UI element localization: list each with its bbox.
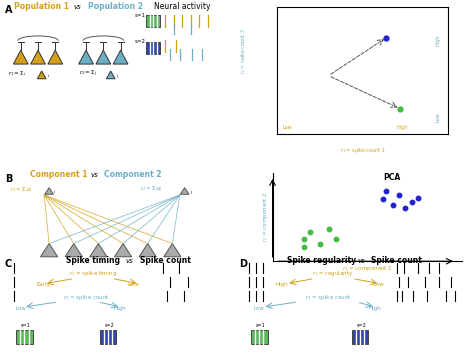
Bar [352,330,368,344]
Text: s=1: s=1 [255,323,265,328]
Text: $r_1 = \Sigma_i \alpha_i$: $r_1 = \Sigma_i \alpha_i$ [9,185,33,193]
Text: s=1: s=1 [21,323,30,328]
Text: i: i [47,74,48,78]
Text: High: High [114,306,127,311]
Polygon shape [31,50,46,64]
Bar [16,330,33,344]
Text: $r_1$ = regularity: $r_1$ = regularity [312,269,354,278]
Polygon shape [48,50,63,64]
Text: C: C [5,259,12,269]
Text: Low: Low [373,282,384,287]
Text: Spike regularity: Spike regularity [287,256,356,265]
Polygon shape [37,71,46,79]
Text: vs: vs [125,258,133,264]
Text: $r_2 = \Sigma_j$: $r_2 = \Sigma_j$ [79,69,97,79]
Text: i: i [54,190,55,194]
Text: Low: Low [435,113,440,122]
Text: Low: Low [283,125,292,130]
X-axis label: $r_1$ = component 1: $r_1$ = component 1 [342,264,393,273]
Text: High: High [435,35,440,46]
Text: $r_2 = \Sigma_j \alpha_j$: $r_2 = \Sigma_j \alpha_j$ [140,184,164,195]
Text: vs: vs [91,172,99,178]
Text: $r_2$ = spike count 2: $r_2$ = spike count 2 [239,28,247,73]
Polygon shape [139,244,156,257]
Text: B: B [5,174,12,184]
Polygon shape [45,188,54,194]
Text: $r_2$ = spike count: $r_2$ = spike count [63,293,109,302]
Polygon shape [65,244,82,257]
Text: $r_1 = \Sigma_i$: $r_1 = \Sigma_i$ [9,69,27,78]
Text: s=2: s=2 [104,323,114,328]
Text: Spike timing: Spike timing [66,256,120,265]
Text: j: j [190,190,191,194]
Text: Neural activity: Neural activity [154,2,210,11]
Polygon shape [113,50,128,64]
Text: s=2: s=2 [356,323,366,328]
Bar [100,330,116,344]
Text: High: High [397,125,408,130]
Text: PCA: PCA [383,173,401,182]
Text: Component 2: Component 2 [104,170,162,179]
Polygon shape [96,50,111,64]
Polygon shape [164,244,181,257]
Text: $r_1$ = spike count 1: $r_1$ = spike count 1 [340,146,385,155]
Y-axis label: $r_2$ = component 2: $r_2$ = component 2 [261,192,270,243]
Text: D: D [239,259,247,269]
Polygon shape [79,50,93,64]
Text: $r_2$ = spike count: $r_2$ = spike count [305,293,352,302]
Bar [146,15,160,27]
Bar [146,42,160,54]
Polygon shape [90,244,107,257]
Text: Early: Early [36,282,50,287]
Text: Spike count: Spike count [139,256,191,265]
Text: s=1: s=1 [134,13,145,18]
Text: Low: Low [15,306,26,311]
Text: $r_1$ = spike timing: $r_1$ = spike timing [69,269,117,278]
Text: Population 2: Population 2 [88,2,143,11]
Polygon shape [114,244,132,257]
Text: Late: Late [128,282,140,287]
Text: Low: Low [254,306,264,311]
Polygon shape [180,188,189,194]
Polygon shape [106,71,115,79]
Text: Population 1: Population 1 [14,2,69,11]
Text: vs: vs [357,258,365,264]
Polygon shape [13,50,28,64]
Text: vs: vs [73,4,82,10]
Polygon shape [40,244,58,257]
Text: Spike count: Spike count [371,256,422,265]
Text: j: j [116,74,117,78]
Text: Component 1: Component 1 [30,170,88,179]
Text: s=2: s=2 [134,39,145,44]
Bar [251,330,267,344]
Text: High: High [276,282,288,287]
Text: A: A [5,5,12,15]
Text: High: High [368,306,381,311]
